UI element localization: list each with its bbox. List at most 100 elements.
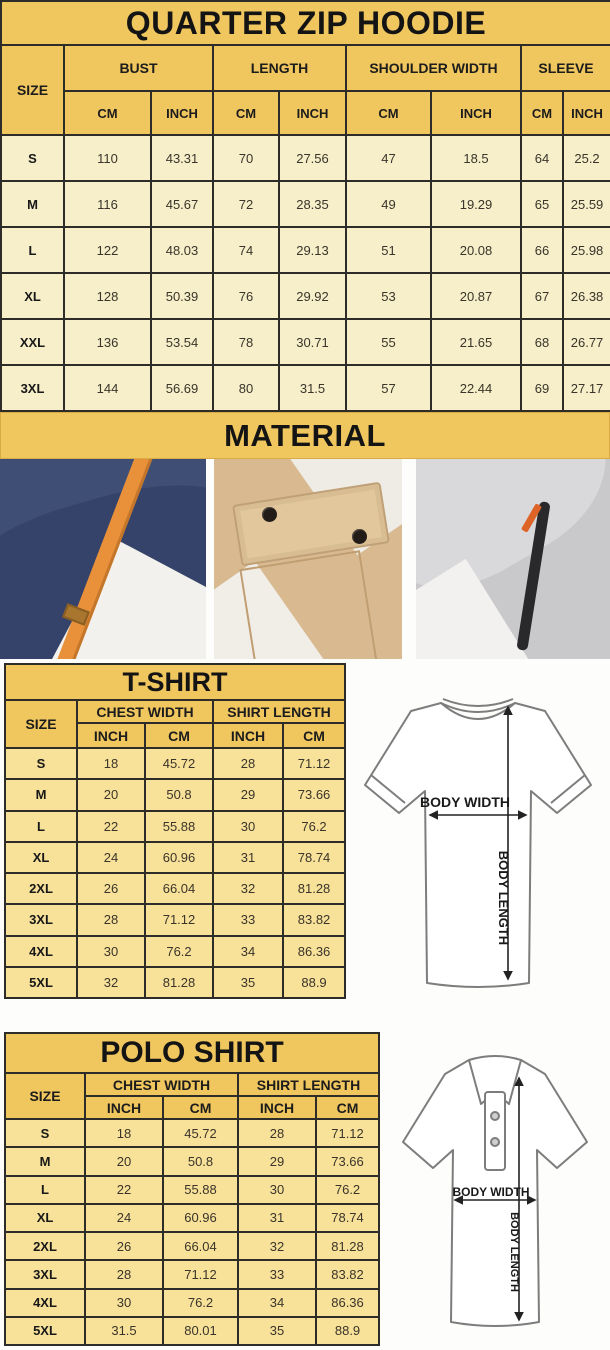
shoulder-cm-cell: 57 <box>345 364 432 412</box>
sleeve-cm-cell: 69 <box>520 364 564 412</box>
sleeve-inch-cell: 25.59 <box>561 180 610 228</box>
chest-inch-cell: 20 <box>84 1146 164 1177</box>
body-length-label: BODY LENGTH <box>496 851 511 945</box>
tshirt-size-row: L 22 55.88 30 76.2 <box>4 809 347 843</box>
length-cm-cell: 76.2 <box>281 809 347 843</box>
shoulder-inch-cell: 19.29 <box>430 180 522 228</box>
polo-section: POLO SHIRT SIZE CHEST WIDTH SHIRT LENGTH… <box>0 1030 610 1350</box>
tshirt-diagram: BODY WIDTH BODY LENGTH <box>346 663 610 1011</box>
chest-inch-cell: 18 <box>84 1117 164 1149</box>
length-cm-cell: 74 <box>212 226 280 274</box>
bust-cm-cell: 136 <box>63 318 152 366</box>
chest-cm-cell: 55.88 <box>162 1174 239 1205</box>
tshirt-table-body: S 18 45.72 28 71.12 M 20 50.8 29 73.66 <box>4 746 347 1000</box>
chest-inch-cell: 26 <box>76 871 146 906</box>
length-inch-cell: 28.35 <box>278 180 347 228</box>
length-inch-cell: 30 <box>212 809 284 843</box>
unit-inch: INCH <box>150 90 214 136</box>
chest-inch-cell: 24 <box>84 1202 164 1234</box>
tshirt-unit-row: INCH CM INCH CM <box>5 722 347 749</box>
photo-khaki-pocket-snap-buttons <box>214 459 402 659</box>
photo-navy-fabric-orange-drawstring <box>0 459 206 659</box>
polo-size-row: 4XL 30 76.2 34 86.36 <box>4 1287 381 1318</box>
sleeve-inch-cell: 25.98 <box>561 226 610 274</box>
chest-cm-cell: 81.28 <box>144 965 214 1000</box>
size-label-cell: L <box>0 226 65 274</box>
chest-cm-cell: 66.04 <box>144 871 214 906</box>
unit-cm: CM <box>314 1095 381 1120</box>
chest-inch-cell: 30 <box>84 1287 164 1318</box>
hoodie-table-body: S 110 43.31 70 27.56 47 18.5 64 25.2 M 1… <box>0 134 610 412</box>
unit-inch: INCH <box>76 722 146 749</box>
polo-unit-row: INCH CM INCH CM <box>5 1095 381 1120</box>
chest-inch-cell: 22 <box>84 1174 164 1205</box>
hoodie-size-row: XL 128 50.39 76 29.92 53 20.87 67 26.38 <box>0 272 610 320</box>
hoodie-header-row: SIZE BUST LENGTH SHOULDER WIDTH SLEEVE <box>0 44 610 136</box>
length-cm-cell: 80 <box>212 364 280 412</box>
length-cm-cell: 81.28 <box>281 871 347 906</box>
length-inch-cell: 35 <box>237 1315 317 1347</box>
bust-inch-cell: 50.39 <box>150 272 214 320</box>
length-inch-cell: 32 <box>237 1230 317 1262</box>
polo-table-body: S 18 45.72 28 71.12 M 20 50.8 29 73.66 <box>4 1117 381 1347</box>
col-header-chest-width: CHEST WIDTH <box>84 1072 239 1097</box>
tshirt-size-row: 5XL 32 81.28 35 88.9 <box>4 965 347 1000</box>
length-inch-cell: 27.56 <box>278 134 347 182</box>
pocket-flap <box>232 481 390 567</box>
size-label-cell: 4XL <box>4 1287 86 1318</box>
tshirt-title-row: T-SHIRT <box>3 663 347 701</box>
col-header-size: SIZE <box>4 699 78 749</box>
length-cm-cell: 86.36 <box>314 1287 381 1318</box>
chest-inch-cell: 24 <box>76 840 146 875</box>
chest-inch-cell: 20 <box>76 778 146 812</box>
unit-inch: INCH <box>212 722 284 749</box>
bust-cm-cell: 122 <box>63 226 152 274</box>
hoodie-title-row: QUARTER ZIP HOODIE <box>0 0 610 46</box>
col-header-shoulder-width: SHOULDER WIDTH <box>345 44 522 92</box>
length-inch-cell: 30.71 <box>278 318 347 366</box>
chest-cm-cell: 66.04 <box>162 1230 239 1262</box>
shoulder-inch-cell: 18.5 <box>430 134 522 182</box>
tshirt-size-row: 3XL 28 71.12 33 83.82 <box>4 903 347 937</box>
size-label-cell: XXL <box>0 318 65 366</box>
col-header-bust: BUST <box>63 44 214 92</box>
sleeve-cm-cell: 65 <box>520 180 564 228</box>
tshirt-size-row: XL 24 60.96 31 78.74 <box>4 840 347 875</box>
col-header-length: LENGTH <box>212 44 347 92</box>
length-inch-cell: 29 <box>237 1146 317 1177</box>
length-cm-cell: 76.2 <box>314 1174 381 1205</box>
sleeve-inch-cell: 26.38 <box>561 272 610 320</box>
size-label-cell: 2XL <box>4 871 78 906</box>
length-cm-cell: 78.74 <box>281 840 347 875</box>
unit-inch: INCH <box>278 90 347 136</box>
length-cm-cell: 88.9 <box>314 1315 381 1347</box>
length-cm-cell: 86.36 <box>281 934 347 968</box>
col-header-size: SIZE <box>4 1072 86 1120</box>
polo-size-row: 2XL 26 66.04 32 81.28 <box>4 1230 381 1262</box>
sleeve-cm-cell: 64 <box>520 134 564 182</box>
length-cm-cell: 88.9 <box>281 965 347 1000</box>
sleeve-cm-cell: 66 <box>520 226 564 274</box>
snap-button <box>262 507 277 522</box>
col-header-shirt-length: SHIRT LENGTH <box>236 1072 381 1097</box>
size-label-cell: 3XL <box>0 364 65 412</box>
tshirt-section: T-SHIRT SIZE CHEST WIDTH SHIRT LENGTH IN… <box>0 659 610 1030</box>
length-cm-cell: 72 <box>212 180 280 228</box>
length-cm-cell: 78.74 <box>314 1202 381 1234</box>
tshirt-size-row: S 18 45.72 28 71.12 <box>4 746 347 781</box>
unit-inch: INCH <box>430 90 522 136</box>
pocket-stitching <box>239 550 379 659</box>
hoodie-size-table: QUARTER ZIP HOODIE SIZE BUST LENGTH SHOU… <box>0 0 610 412</box>
photo-gray-fleece-zip-pocket <box>416 459 610 659</box>
chest-inch-cell: 18 <box>76 746 146 781</box>
tshirt-header-row: SIZE CHEST WIDTH SHIRT LENGTH <box>4 699 347 749</box>
shoulder-cm-cell: 47 <box>345 134 432 182</box>
col-header-shirt-length: SHIRT LENGTH <box>211 699 347 724</box>
size-label-cell: L <box>4 1174 86 1205</box>
chest-cm-cell: 80.01 <box>162 1315 239 1347</box>
chest-inch-cell: 32 <box>76 965 146 1000</box>
chest-cm-cell: 76.2 <box>162 1287 239 1318</box>
sleeve-cm-cell: 68 <box>520 318 564 366</box>
length-inch-cell: 30 <box>237 1174 317 1205</box>
